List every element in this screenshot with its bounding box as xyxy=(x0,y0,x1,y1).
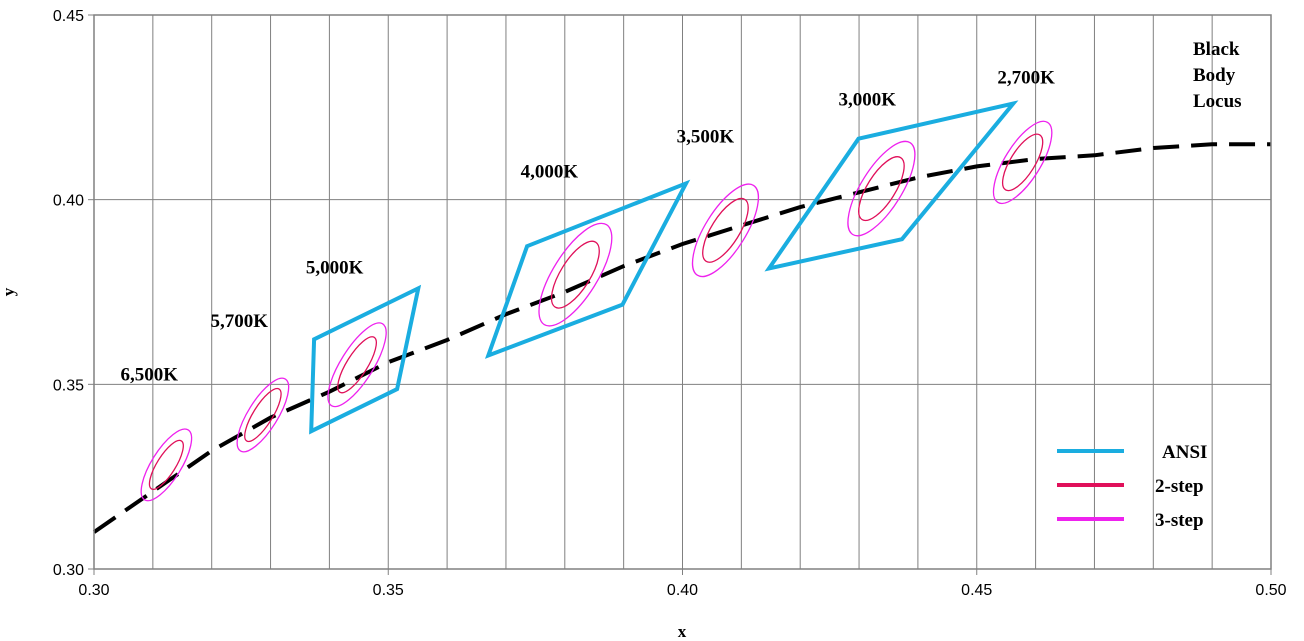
y-tick-label: 0.40 xyxy=(53,193,84,210)
y-tick-label: 0.30 xyxy=(53,562,84,579)
ellipse-3step-5700K xyxy=(236,377,290,453)
locus-line xyxy=(92,142,1271,534)
ansi-quad-4000K xyxy=(484,179,691,359)
x-tick-label: 0.35 xyxy=(373,582,404,599)
ellipse-3step-4000K xyxy=(538,222,613,327)
locus-label-line: Body xyxy=(1193,65,1236,86)
ellipse-3step-5000K xyxy=(327,322,387,408)
locus-label: Black Body Locus xyxy=(1193,39,1242,112)
ellipse-2step-3500K xyxy=(702,197,749,263)
x-axis-title: x xyxy=(678,622,687,641)
ellipse-2step-5000K xyxy=(337,336,377,394)
ellipse-3step-3500K xyxy=(691,183,760,278)
ellipse-3step-3000K xyxy=(847,140,916,237)
x-axis-ticks: 0.30 0.35 0.40 0.45 0.50 xyxy=(78,569,1287,599)
ansi-quadrangles xyxy=(309,100,1019,435)
grid xyxy=(94,15,1271,569)
cct-label: 2,700K xyxy=(997,67,1055,88)
x-tick-label: 0.30 xyxy=(78,582,109,599)
ellipse-2step-2700K xyxy=(1001,133,1044,192)
ellipse-2step-5700K xyxy=(244,387,282,443)
y-axis-ticks: 0.30 0.35 0.40 0.45 xyxy=(53,8,94,579)
cct-label: 3,000K xyxy=(838,89,896,110)
locus-label-line: Black xyxy=(1193,39,1240,60)
ellipse-2step-6500K xyxy=(148,439,184,490)
legend-label-step3: 3-step xyxy=(1155,510,1204,531)
x-tick-label: 0.50 xyxy=(1255,582,1286,599)
black-body-locus xyxy=(92,142,1271,534)
y-tick-label: 0.45 xyxy=(53,8,84,25)
cct-label: 5,000K xyxy=(306,258,364,279)
cct-labels: 6,500K 5,700K 5,000K 4,000K 3,500K 3,000K 2,70… xyxy=(120,67,1055,385)
macadam-ellipses xyxy=(140,120,1053,502)
x-tick-label: 0.40 xyxy=(667,582,698,599)
legend-label-step2: 2-step xyxy=(1155,476,1204,497)
ansi-quad-3000K xyxy=(764,100,1019,272)
locus-label-line: Locus xyxy=(1193,91,1242,112)
legend: ANSI 2-step 3-step xyxy=(1057,442,1207,531)
ellipse-3step-6500K xyxy=(140,428,193,502)
cct-label: 3,500K xyxy=(677,126,735,147)
ansi-quad-5000K xyxy=(309,284,422,435)
ellipse-2step-3000K xyxy=(858,156,905,222)
y-tick-label: 0.35 xyxy=(53,377,84,394)
cct-label: 5,700K xyxy=(211,311,269,332)
cct-label: 6,500K xyxy=(120,365,178,386)
y-axis-title: y xyxy=(0,287,18,296)
legend-label-ansi: ANSI xyxy=(1162,442,1207,463)
cct-label: 4,000K xyxy=(521,162,579,183)
ellipse-2step-4000K xyxy=(550,240,600,309)
ellipse-3step-2700K xyxy=(992,120,1053,205)
x-tick-label: 0.45 xyxy=(961,582,992,599)
